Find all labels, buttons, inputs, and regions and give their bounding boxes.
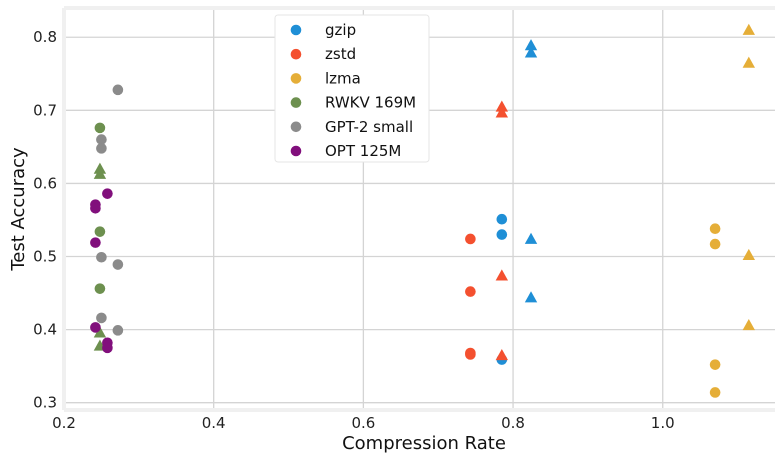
gpt-2-small-circle-point [96,143,107,154]
y-tick-label: 0.5 [33,248,57,266]
gpt-2-small-circle-point [96,251,107,263]
zstd-legend-marker [290,48,302,60]
plot-frame [62,6,775,412]
y-tick-label: 0.3 [33,394,57,412]
lzma-triangle-point [742,23,756,35]
y-tick-label: 0.4 [33,321,57,339]
data-points [90,23,756,398]
opt-125m-circle-point [90,322,101,333]
lzma-triangle-point [742,56,756,68]
gzip-circle-point [496,213,508,225]
gpt-2-small-legend-marker [290,121,302,133]
opt-125m-circle-point [102,188,113,199]
zstd-triangle-point [495,348,509,361]
gpt-2-small-circle-point [96,134,107,145]
y-tick-labels: 0.3 0.4 0.5 0.6 0.7 0.8 [33,28,57,411]
gzip-triangle-point [524,291,538,303]
x-tick-label: 0.8 [501,414,525,432]
zstd-legend-label: zstd [325,45,356,63]
zstd-circle-point [465,286,476,297]
y-tick-label: 0.7 [33,101,57,119]
lzma-circle-point [709,359,721,370]
gpt-2-small-circle-point [112,325,124,336]
x-tick-label: 0.2 [52,414,76,432]
gzip-triangle-point [524,46,538,58]
gzip-legend-label: gzip [325,21,356,39]
gpt-2-small-circle-point [112,84,124,96]
x-tick-label: 0.4 [202,414,226,432]
gzip-circle-point [496,229,508,240]
opt-125m-circle-point [102,342,113,354]
y-tick-label: 0.6 [33,174,57,192]
rwkv-169m-circle-point [94,226,106,237]
rwkv-169m-circle-point [94,122,106,134]
rwkv-169m-triangle-point [93,167,107,179]
y-axis-title: Test Accuracy [8,147,29,272]
rwkv-169m-circle-point [94,283,106,294]
gpt-2-small-legend-label: GPT-2 small [325,118,413,136]
x-tick-label: 1.0 [651,414,675,432]
gpt-2-small-circle-point [112,259,124,270]
zstd-circle-point [465,349,476,360]
zstd-triangle-point [495,106,509,118]
lzma-circle-point [709,238,721,250]
rwkv-169m-triangle-point [93,326,107,338]
lzma-circle-point [709,223,721,235]
lzma-circle-point [709,387,721,398]
lzma-triangle-point [742,248,756,261]
lzma-legend-label: lzma [325,69,361,87]
x-tick-label: 0.6 [351,414,375,432]
lzma-legend-marker [290,73,302,84]
gzip-legend-marker [290,24,302,36]
opt-125m-circle-point [90,237,101,248]
opt-125m-legend-label: OPT 125M [325,142,401,160]
y-tick-label: 0.8 [33,28,57,46]
gpt-2-small-circle-point [96,312,107,324]
zstd-triangle-point [495,100,509,112]
rwkv-169m-legend-label: RWKV 169M [325,94,416,112]
opt-125m-legend-marker [290,145,302,157]
gzip-triangle-point [524,39,538,51]
zstd-triangle-point [495,269,509,281]
legend-box [274,14,430,163]
x-axis-title: Compression Rate [342,433,506,454]
rwkv-169m-legend-marker [290,97,302,108]
gzip-triangle-point [524,232,538,244]
zstd-circle-point [465,233,476,245]
opt-125m-circle-point [90,202,101,214]
legend: gzip zstd lzma RWKV 169M GPT-2 small OPT 125M [274,14,430,163]
lzma-triangle-point [742,319,756,331]
x-tick-labels: 0.2 0.4 0.6 0.8 1.0 [52,414,675,432]
